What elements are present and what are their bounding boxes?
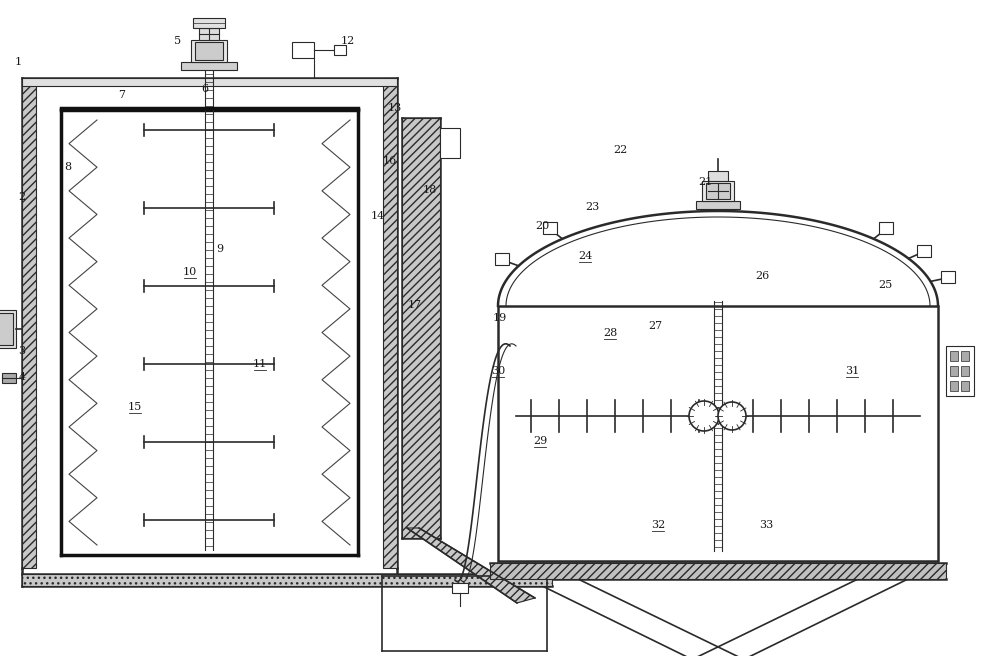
Text: 15: 15 xyxy=(128,401,142,412)
Text: 21: 21 xyxy=(698,177,712,188)
Text: 27: 27 xyxy=(648,321,662,331)
Bar xyxy=(961,351,969,361)
Text: 16: 16 xyxy=(383,155,397,166)
Bar xyxy=(946,346,974,396)
Text: 22: 22 xyxy=(613,144,627,155)
Bar xyxy=(334,45,346,55)
Bar xyxy=(495,253,509,265)
Bar xyxy=(950,351,958,361)
Text: 9: 9 xyxy=(216,244,224,255)
Bar xyxy=(195,42,223,60)
Text: 19: 19 xyxy=(493,313,507,323)
Text: 8: 8 xyxy=(64,162,72,173)
Bar xyxy=(199,28,219,40)
Polygon shape xyxy=(407,528,535,603)
Bar xyxy=(702,181,734,201)
Bar xyxy=(543,222,557,234)
Text: 7: 7 xyxy=(119,90,126,100)
Bar xyxy=(917,245,931,256)
Bar xyxy=(0,313,13,345)
Text: 6: 6 xyxy=(201,83,209,94)
Bar xyxy=(490,563,946,579)
Text: 24: 24 xyxy=(578,251,592,261)
Bar xyxy=(22,78,36,568)
Text: 29: 29 xyxy=(533,436,547,446)
Bar xyxy=(696,201,740,209)
Bar xyxy=(22,78,397,86)
Bar xyxy=(950,381,958,391)
Bar xyxy=(706,183,730,199)
Text: 12: 12 xyxy=(341,35,355,46)
Text: 10: 10 xyxy=(183,267,197,277)
Text: 17: 17 xyxy=(408,300,422,310)
Text: 30: 30 xyxy=(491,365,505,376)
Bar xyxy=(2,373,16,383)
Text: 4: 4 xyxy=(18,372,26,382)
Text: 1: 1 xyxy=(14,57,22,68)
Text: 28: 28 xyxy=(603,327,617,338)
Bar xyxy=(0,310,16,348)
Text: 11: 11 xyxy=(253,359,267,369)
Circle shape xyxy=(718,402,746,430)
Bar xyxy=(961,366,969,376)
Text: 18: 18 xyxy=(423,185,437,195)
Bar xyxy=(708,171,728,181)
Text: 2: 2 xyxy=(18,192,26,202)
Text: 5: 5 xyxy=(174,35,182,46)
Text: 13: 13 xyxy=(388,103,402,113)
Bar xyxy=(292,42,314,58)
Text: 26: 26 xyxy=(755,270,769,281)
Bar xyxy=(402,118,440,538)
Bar xyxy=(879,222,893,234)
Text: 25: 25 xyxy=(878,280,892,291)
Text: 3: 3 xyxy=(18,346,26,356)
Bar xyxy=(961,381,969,391)
Text: 32: 32 xyxy=(651,520,665,530)
Bar xyxy=(191,40,227,62)
Text: 23: 23 xyxy=(585,201,599,212)
Text: 33: 33 xyxy=(759,520,773,530)
Text: 14: 14 xyxy=(371,211,385,222)
Bar xyxy=(452,583,468,593)
Circle shape xyxy=(689,401,719,431)
Bar xyxy=(193,18,225,28)
Bar xyxy=(22,574,552,586)
Text: 20: 20 xyxy=(535,221,549,232)
Bar xyxy=(498,306,938,561)
Bar xyxy=(440,128,460,158)
Bar xyxy=(181,62,237,70)
Bar xyxy=(383,78,397,568)
Bar xyxy=(941,271,955,283)
Bar xyxy=(950,366,958,376)
Text: 31: 31 xyxy=(845,365,859,376)
